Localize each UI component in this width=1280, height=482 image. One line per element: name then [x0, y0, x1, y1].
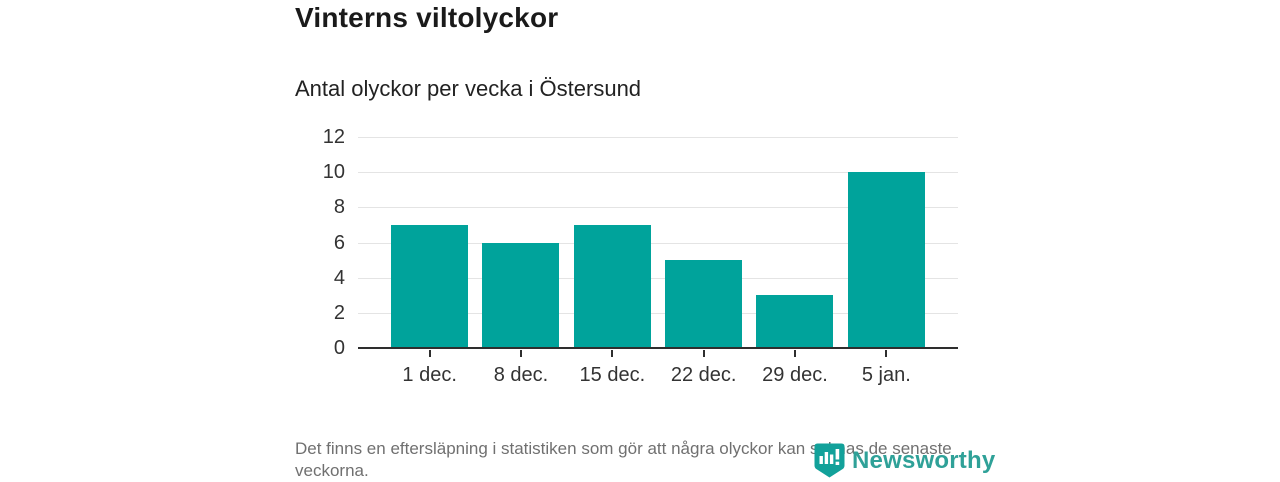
gridline [358, 207, 958, 209]
newsworthy-logo: Newsworthy [814, 443, 995, 478]
y-tick-label: 10 [322, 161, 345, 184]
bar [756, 295, 834, 348]
footer-note: Det finns en eftersläpning i statistiken… [295, 439, 952, 480]
gridline [358, 242, 958, 244]
y-tick-label: 6 [333, 231, 345, 254]
bar-slot [841, 172, 932, 348]
x-tick-label: 1 dec. [402, 364, 457, 386]
y-tick-label: 0 [333, 337, 345, 359]
gridline [358, 172, 958, 174]
x-slot: 15 dec. [567, 350, 658, 387]
bar [482, 242, 560, 348]
bar [391, 224, 469, 348]
x-tick [885, 350, 888, 357]
x-tick [702, 350, 705, 357]
newsworthy-pin-barchart-icon [814, 443, 845, 478]
bar-chart: 0 2 4 6 8 10 12 1 dec. 8 dec. 15 dec. 22 dec. 29 d… [295, 127, 960, 397]
x-tick [611, 350, 614, 357]
bar [665, 260, 743, 348]
y-tick-label: 12 [322, 126, 345, 148]
chart-title: Vinterns viltolyckor [295, 2, 559, 33]
x-axis-baseline [358, 347, 958, 349]
plot-area [358, 137, 958, 349]
bar-slot [749, 295, 840, 348]
gridline [358, 277, 958, 279]
y-tick-label: 8 [333, 196, 345, 219]
bar-slot [384, 224, 475, 348]
x-tick-label: 29 dec. [762, 364, 828, 386]
y-axis: 0 2 4 6 8 10 12 [295, 127, 345, 358]
x-tick [519, 350, 522, 357]
x-tick-label: 8 dec. [493, 364, 549, 386]
x-slot: 5 jan. [841, 350, 932, 387]
x-slot: 8 dec. [475, 350, 566, 387]
gridline [358, 137, 958, 138]
bar [573, 224, 651, 348]
x-slot: 22 dec. [658, 350, 749, 387]
x-axis: 1 dec. 8 dec. 15 dec. 22 dec. 29 dec. 5 jan. [358, 350, 958, 387]
bar [847, 172, 925, 348]
x-tick-label: 5 jan. [861, 364, 911, 386]
chart-subtitle: Antal olyckor per vecka i Östersund [295, 76, 642, 101]
bar-slot [567, 224, 658, 348]
x-tick-label: 22 dec. [670, 364, 737, 386]
x-tick-label: 15 dec. [579, 364, 646, 386]
y-tick-label: 4 [333, 266, 345, 289]
gridline [358, 312, 958, 314]
y-tick-label: 2 [333, 301, 345, 324]
x-tick [793, 350, 796, 357]
x-slot: 29 dec. [749, 350, 840, 387]
x-tick [428, 350, 431, 357]
newsworthy-logo-text: Newsworthy [852, 446, 996, 474]
x-slot: 1 dec. [384, 350, 475, 387]
bar-slot [658, 260, 749, 348]
bar-slot [475, 242, 566, 348]
bar-series [358, 137, 958, 348]
